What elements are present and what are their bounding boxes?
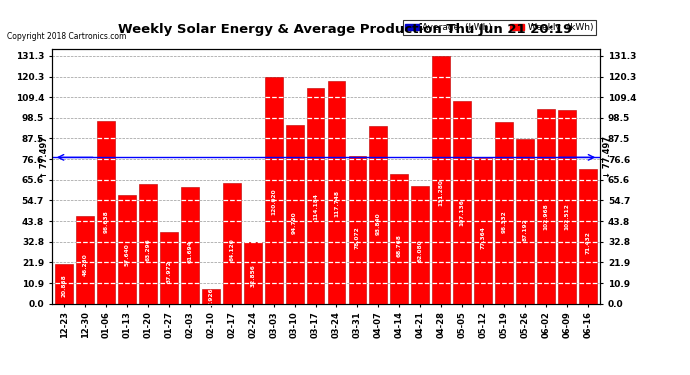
- Text: 131.280: 131.280: [439, 179, 444, 206]
- Text: 93.840: 93.840: [376, 213, 381, 235]
- Bar: [160, 232, 178, 304]
- Bar: [223, 183, 241, 304]
- Text: ↓ 77.497: ↓ 77.497: [604, 136, 613, 178]
- Bar: [391, 174, 408, 304]
- Bar: [77, 216, 94, 304]
- Text: 37.972: 37.972: [166, 260, 172, 283]
- Bar: [244, 242, 262, 304]
- Text: 20.838: 20.838: [62, 274, 67, 297]
- Text: 94.780: 94.780: [292, 212, 297, 234]
- Text: 120.020: 120.020: [271, 188, 276, 215]
- Legend: Average  (kWh), Weekly  (kWh): Average (kWh), Weekly (kWh): [403, 20, 595, 34]
- Text: 62.080: 62.080: [417, 240, 423, 262]
- Bar: [118, 195, 136, 304]
- Text: 7.926: 7.926: [208, 288, 213, 306]
- Bar: [328, 81, 346, 304]
- Bar: [348, 156, 366, 304]
- Text: ↑ 77.497: ↑ 77.497: [39, 136, 48, 178]
- Bar: [411, 186, 429, 304]
- Text: 77.364: 77.364: [480, 226, 486, 249]
- Text: 57.640: 57.640: [125, 243, 130, 266]
- Bar: [202, 289, 220, 304]
- Text: 78.072: 78.072: [355, 226, 360, 249]
- Bar: [432, 56, 450, 304]
- Text: 96.638: 96.638: [104, 210, 109, 233]
- Bar: [579, 169, 597, 304]
- Text: Weekly Solar Energy & Average Production Thu Jun 21 20:19: Weekly Solar Energy & Average Production…: [118, 22, 572, 36]
- Bar: [139, 184, 157, 304]
- Bar: [495, 122, 513, 304]
- Bar: [537, 109, 555, 304]
- Bar: [516, 139, 534, 304]
- Text: 71.432: 71.432: [585, 232, 590, 255]
- Bar: [474, 158, 492, 304]
- Text: 114.184: 114.184: [313, 193, 318, 220]
- Text: 87.192: 87.192: [522, 218, 527, 241]
- Bar: [181, 187, 199, 304]
- Text: 46.230: 46.230: [83, 253, 88, 276]
- Text: 63.296: 63.296: [146, 238, 150, 261]
- Text: 68.768: 68.768: [397, 234, 402, 257]
- Bar: [97, 121, 115, 304]
- Text: 107.136: 107.136: [460, 199, 464, 226]
- Text: 102.968: 102.968: [543, 203, 549, 229]
- Text: 102.512: 102.512: [564, 203, 569, 230]
- Bar: [286, 125, 304, 304]
- Text: 32.856: 32.856: [250, 264, 255, 287]
- Text: 64.120: 64.120: [229, 238, 235, 261]
- Bar: [369, 126, 387, 304]
- Bar: [558, 110, 575, 304]
- Bar: [453, 101, 471, 304]
- Text: 96.332: 96.332: [502, 210, 506, 233]
- Text: Copyright 2018 Cartronics.com: Copyright 2018 Cartronics.com: [7, 32, 126, 41]
- Bar: [55, 264, 73, 304]
- Text: 117.748: 117.748: [334, 190, 339, 217]
- Text: 61.694: 61.694: [188, 240, 193, 262]
- Bar: [306, 88, 324, 304]
- Bar: [265, 77, 283, 304]
